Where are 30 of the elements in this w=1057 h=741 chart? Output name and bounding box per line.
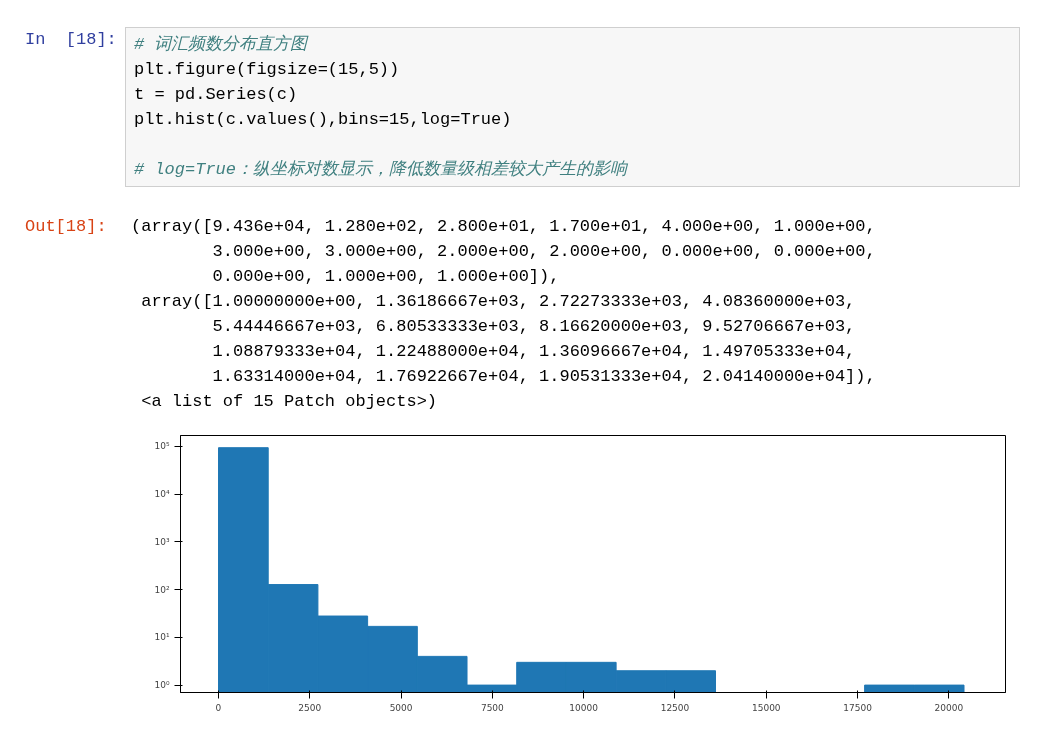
text: plt.hist(c.values(),bins=15,log=True) <box>134 109 513 131</box>
x-tick-label: 20000 <box>934 702 964 713</box>
text: # log=True：纵坐标对数显示，降低数量级相差较大产生的影响 <box>134 159 629 181</box>
x-tick-label: 7500 <box>480 702 505 713</box>
x-tick-label: 12500 <box>660 702 690 713</box>
x-tick-label: 5000 <box>389 702 413 713</box>
x-tick-label: 0 <box>215 702 222 713</box>
x-tick-label: 10000 <box>569 702 599 713</box>
y-tick-label: 10³ <box>154 536 170 547</box>
x-tick-label: 2500 <box>298 702 322 713</box>
text: <a list of 15 Patch objects>) <box>140 391 439 413</box>
text: 1.63314000e+04, 1.76922667e+04, 1.90531333e+04, 2.04140000e+04]), <box>211 366 876 388</box>
text: plt.figure(figsize=(15,5)) <box>134 59 401 81</box>
y-tick-label: 10⁵ <box>154 441 170 452</box>
text: 1.08879333e+04, 1.22488000e+04, 1.36096667e+04, 1.49705333e+04, <box>211 341 857 363</box>
text: t = pd.Series(c) <box>134 84 299 106</box>
text: 3.000e+00, 3.000e+00, 2.000e+00, 2.000e+00, 0.000e+00, 0.000e+00, <box>211 241 876 263</box>
y-tick-label: 10¹ <box>154 632 170 643</box>
y-tick-label: 10⁴ <box>154 489 170 500</box>
x-tick-label: 15000 <box>751 702 781 713</box>
y-tick-label: 10² <box>154 584 170 595</box>
text: (array([9.436e+04, 1.280e+02, 2.800e+01, 1.700e+01, 4.000e+00, 1.000e+00, <box>131 216 876 238</box>
text: 5.44446667e+03, 6.80533333e+03, 8.16620000e+03, 9.52706667e+03, <box>211 316 857 338</box>
y-tick-label: 10⁰ <box>154 680 170 691</box>
text: In [18]: <box>24 29 118 51</box>
text: 0.000e+00, 1.000e+00, 1.000e+00]), <box>211 266 561 288</box>
text: array([1.00000000e+00, 1.36186667e+03, 2.72273333e+03, 4.08360000e+03, <box>140 291 857 313</box>
text: # 词汇频数分布直方图 <box>134 33 310 56</box>
text: Out[18]: <box>24 216 108 238</box>
x-tick-label: 17500 <box>843 702 873 713</box>
